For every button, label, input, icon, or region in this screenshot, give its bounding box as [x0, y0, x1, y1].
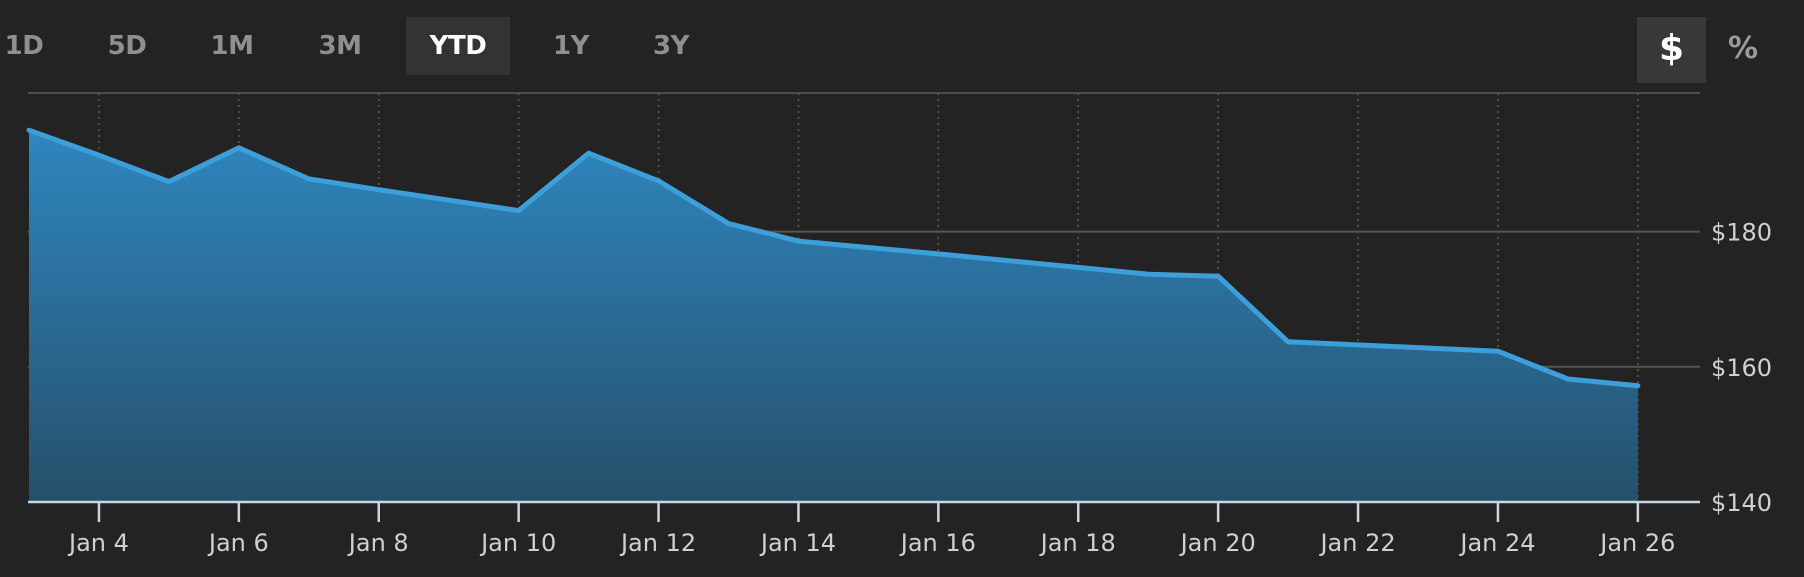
axes — [28, 500, 1700, 522]
x-tick-label: Jan 22 — [1318, 529, 1395, 557]
area-fill — [29, 130, 1638, 502]
range-tab-1m[interactable]: 1M — [210, 31, 254, 61]
range-tab-3y[interactable]: 3Y — [653, 31, 689, 61]
x-tick-label: Jan 20 — [1179, 529, 1256, 557]
range-tab-5d[interactable]: 5D — [107, 31, 147, 61]
x-tick-label: Jan 18 — [1039, 529, 1116, 557]
x-tick-label: Jan 14 — [759, 529, 836, 557]
price-line — [26, 127, 1641, 389]
y-tick-label: $140 — [1711, 489, 1772, 517]
y-tick-label: $160 — [1711, 354, 1772, 382]
x-tick-label: Jan 24 — [1458, 529, 1535, 557]
x-tick-label: Jan 6 — [207, 529, 269, 557]
tick-labels: Jan 4 Jan 6 Jan 8 Jan 10 Jan 12 Jan 14 Jan 16 J… — [67, 219, 1772, 557]
x-tick-label: Jan 26 — [1598, 529, 1675, 557]
range-tab-3m[interactable]: 3M — [318, 31, 362, 61]
percent-toggle-button[interactable]: % — [1727, 31, 1759, 66]
y-tick-label: $180 — [1711, 219, 1772, 247]
range-tab-1d[interactable]: 1D — [4, 31, 44, 61]
x-tick-label: Jan 8 — [347, 529, 409, 557]
x-tick-label: Jan 4 — [67, 529, 129, 557]
area-series — [26, 127, 1641, 502]
range-tab-ytd[interactable]: YTD — [406, 17, 510, 75]
dollar-toggle-button[interactable]: $ — [1637, 17, 1706, 83]
range-tab-1y[interactable]: 1Y — [553, 31, 589, 61]
x-tick-label: Jan 16 — [899, 529, 976, 557]
x-tick-label: Jan 12 — [619, 529, 696, 557]
x-tick-label: Jan 10 — [479, 529, 556, 557]
